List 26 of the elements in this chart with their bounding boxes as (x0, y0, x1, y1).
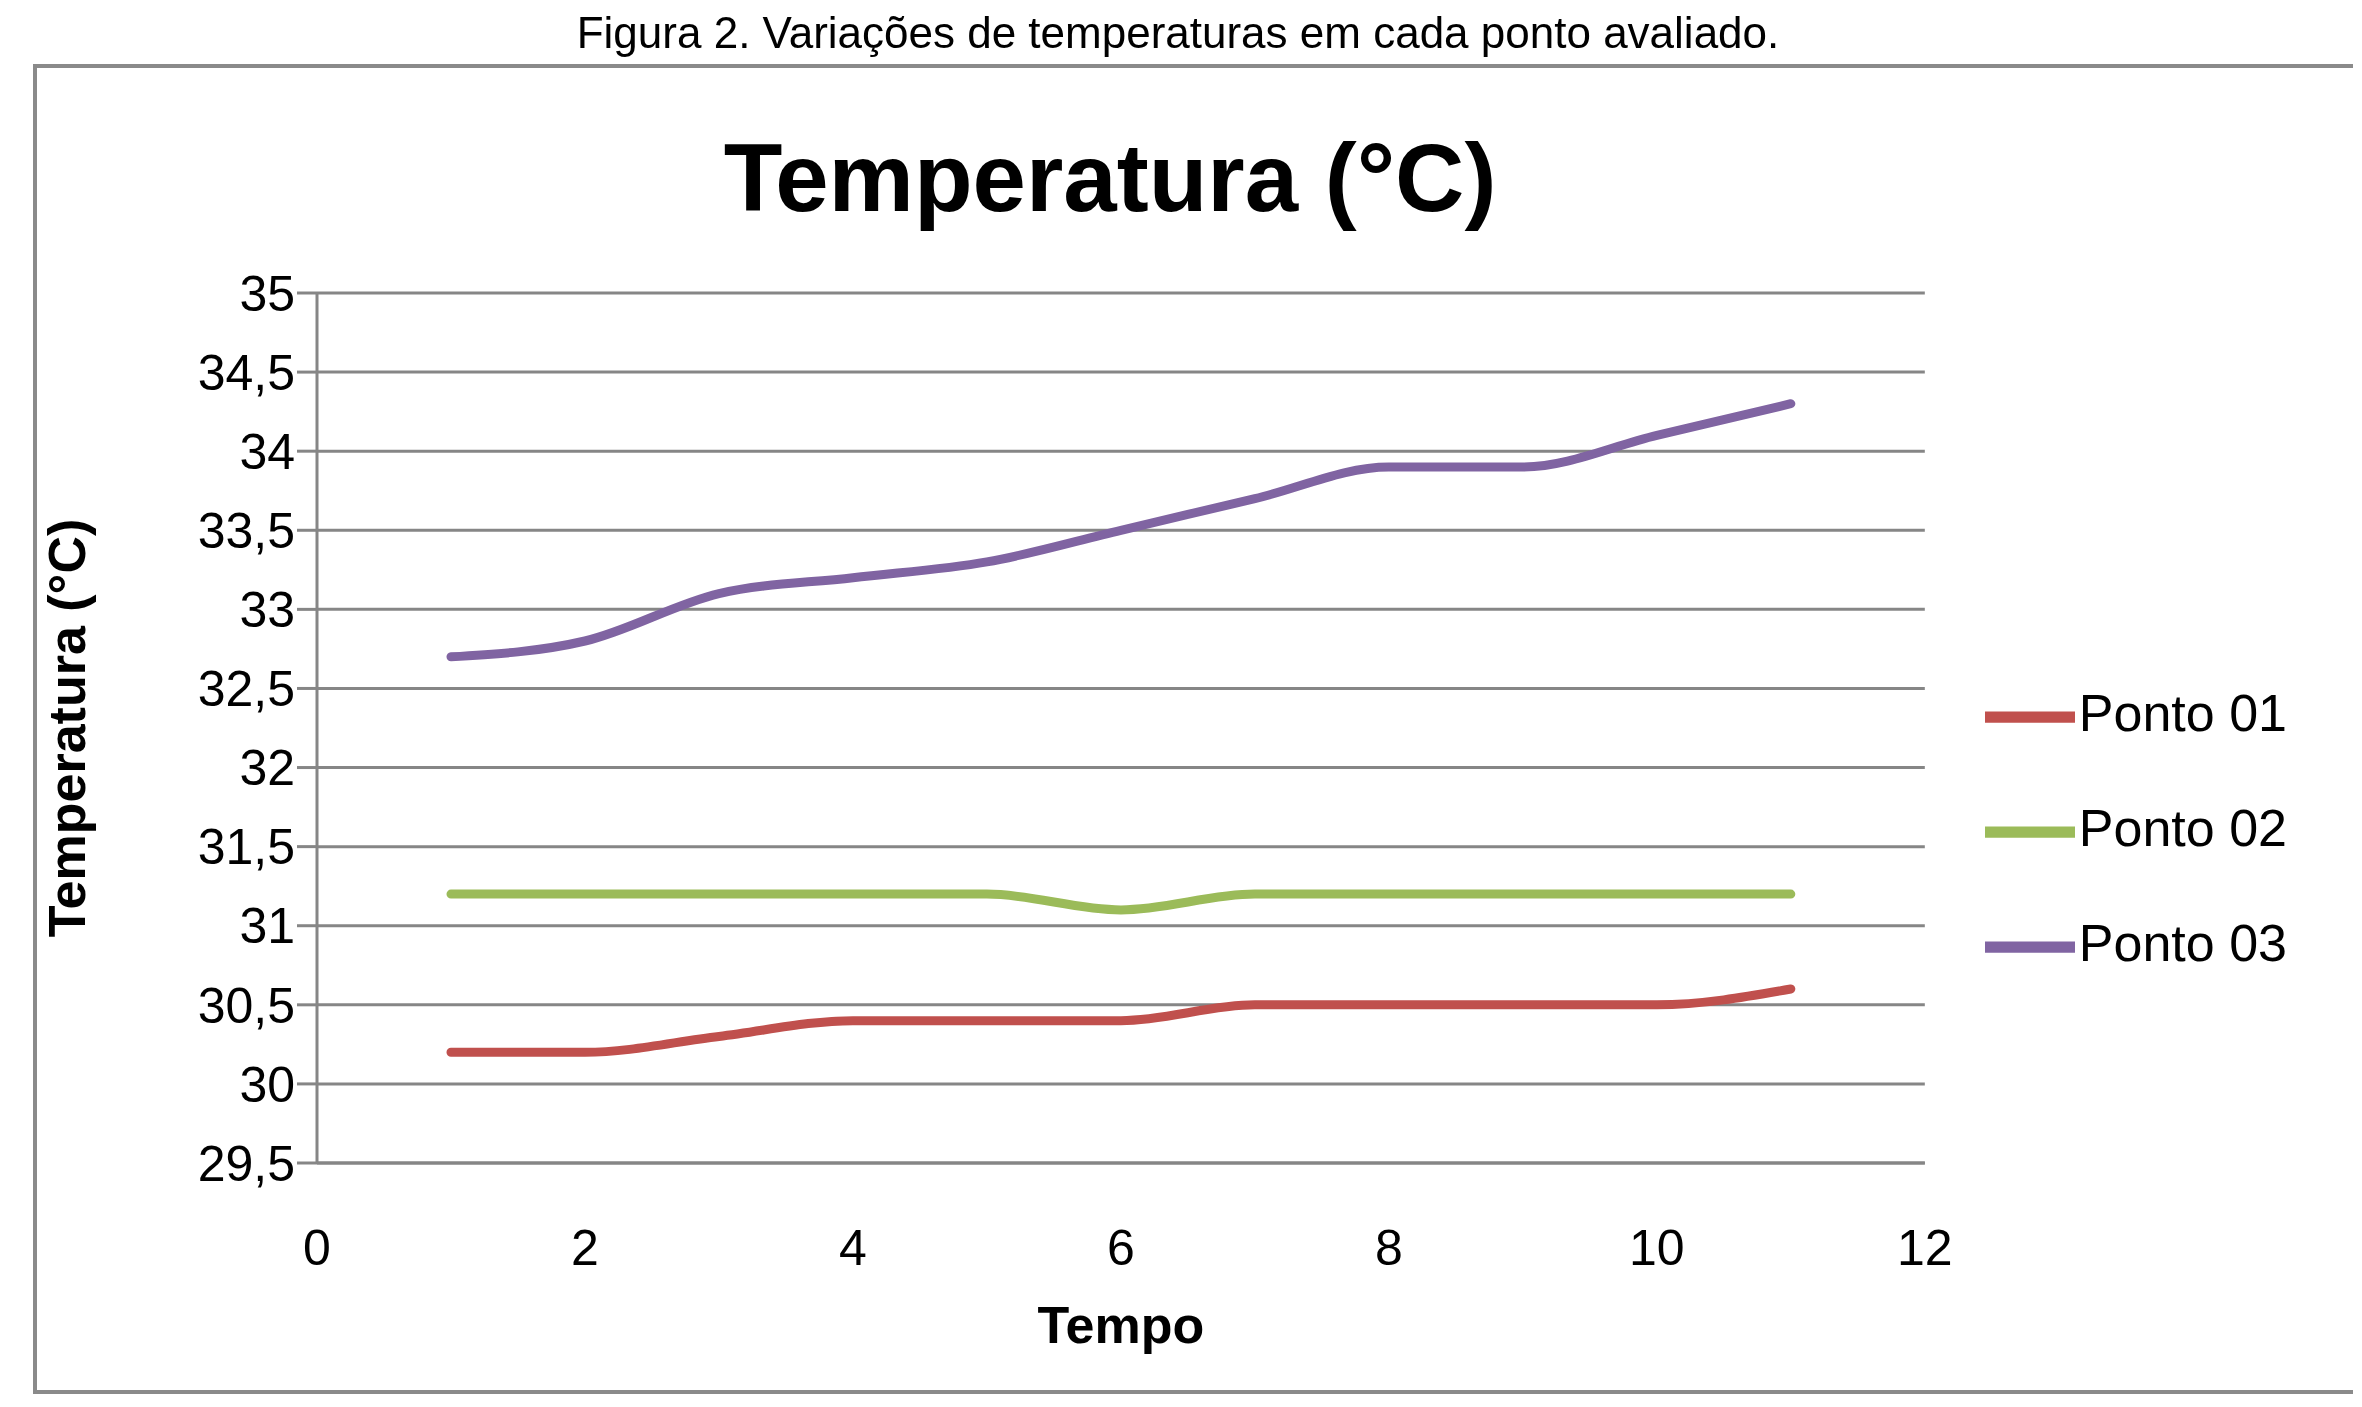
y-tick-label: 33,5 (197, 503, 295, 560)
legend-label: Ponto 02 (2078, 798, 2287, 857)
y-tick-label: 31 (239, 898, 295, 955)
chart-title: Temperatura (°C) (723, 124, 1497, 231)
x-tick-label: 10 (1629, 1219, 1685, 1276)
y-tick-label: 32 (239, 740, 295, 797)
x-tick-label: 6 (1107, 1219, 1135, 1276)
text: Figura 2. Variações de temperaturas em cada ponto avaliado. (575, 8, 1781, 59)
x-tick-label: 2 (571, 1219, 599, 1276)
y-axis-title: Temperatura (°C) (38, 518, 97, 938)
y-tick-label: 32,5 (197, 661, 295, 718)
x-tick-label: 8 (1374, 1219, 1403, 1276)
legend-label: Ponto 03 (2078, 913, 2287, 972)
y-tick-label: 33 (239, 582, 295, 639)
y-tick-label: 30,5 (197, 977, 295, 1034)
y-tick-label: 34,5 (197, 344, 295, 401)
y-tick-label: 35 (239, 265, 295, 322)
x-axis-title: Tempo (1037, 1296, 1205, 1354)
y-tick-label: 34 (239, 423, 295, 480)
y-tick-label: 29,5 (197, 1135, 295, 1192)
y-tick-label: 31,5 (197, 819, 295, 876)
y-tick-label: 30 (239, 1056, 295, 1113)
legend-label: Ponto 01 (2078, 683, 2287, 742)
x-tick-label: 0 (303, 1219, 331, 1276)
x-tick-label: 12 (1897, 1219, 1953, 1276)
x-tick-label: 4 (839, 1219, 867, 1276)
